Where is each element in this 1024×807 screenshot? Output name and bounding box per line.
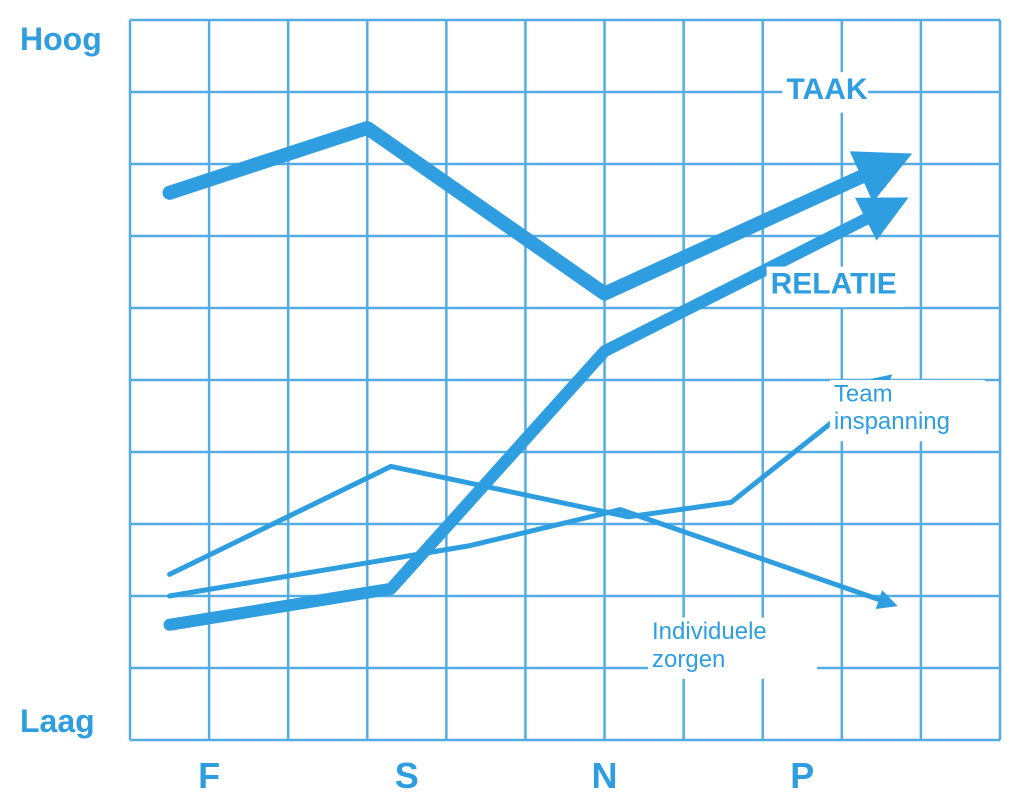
- label-taak: TAAK: [786, 73, 867, 106]
- label-relatie: RELATIE: [771, 268, 897, 301]
- xtick-F: F: [198, 755, 220, 796]
- xtick-S: S: [395, 755, 419, 796]
- ylabel-high: Hoog: [20, 21, 102, 57]
- xtick-N: N: [592, 755, 618, 796]
- chart-container: TAAKRELATIETeaminspanningIndividuelezorg…: [0, 0, 1024, 807]
- ylabel-low: Laag: [20, 703, 95, 739]
- line-chart: TAAKRELATIETeaminspanningIndividuelezorg…: [0, 0, 1024, 807]
- xtick-P: P: [790, 755, 814, 796]
